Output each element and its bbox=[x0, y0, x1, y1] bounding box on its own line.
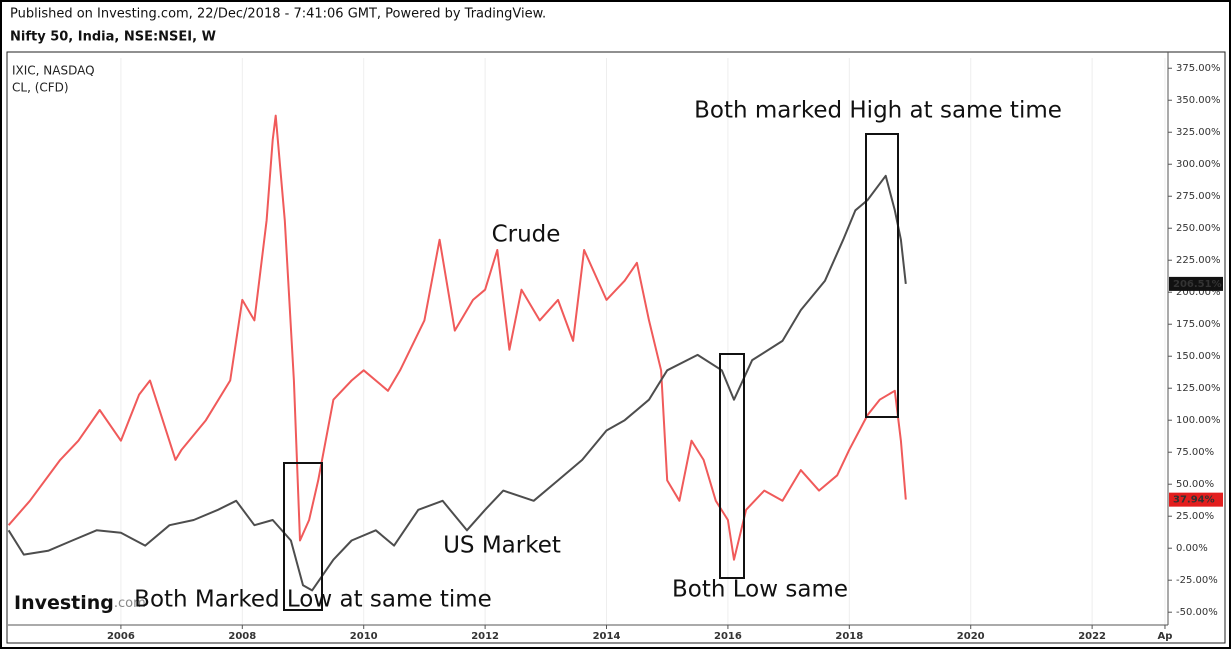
y-tick-label: 25.00% bbox=[1176, 511, 1214, 522]
y-tick-label: 275.00% bbox=[1176, 191, 1221, 202]
published-note: Published on Investing.com, 22/Dec/2018 … bbox=[10, 7, 546, 22]
last-value-label: 37.94% bbox=[1173, 495, 1215, 506]
last-value-box bbox=[1169, 276, 1223, 291]
panel-border bbox=[6, 51, 1226, 644]
y-tick-label: 150.00% bbox=[1176, 351, 1221, 362]
highlight-box bbox=[719, 353, 745, 579]
y-tick-label: 300.00% bbox=[1176, 159, 1221, 170]
x-tick-label: 2008 bbox=[228, 631, 256, 642]
y-tick-label: -50.00% bbox=[1176, 607, 1218, 618]
logo: Investing.com bbox=[14, 592, 146, 614]
y-tick-label: 125.00% bbox=[1176, 383, 1221, 394]
highlight-box bbox=[865, 133, 899, 418]
y-tick-label: 375.00% bbox=[1176, 63, 1221, 74]
x-tick-label: 2018 bbox=[835, 631, 863, 642]
x-tick-label: Ap bbox=[1158, 631, 1173, 642]
y-tick-label: 175.00% bbox=[1176, 319, 1221, 330]
last-value-box bbox=[1169, 492, 1223, 507]
annotation: Both Low same bbox=[672, 577, 848, 603]
annotation: Crude bbox=[492, 222, 561, 248]
y-tick-label: 200.00% bbox=[1176, 287, 1221, 298]
y-tick-label: 100.00% bbox=[1176, 415, 1221, 426]
x-tick-label: 2016 bbox=[714, 631, 742, 642]
x-tick-label: 2022 bbox=[1078, 631, 1106, 642]
annotation: Both marked High at same time bbox=[694, 98, 1062, 124]
logo-suffix: .com bbox=[114, 596, 146, 611]
y-tick-label: -25.00% bbox=[1176, 575, 1218, 586]
y-tick-label: 75.00% bbox=[1176, 447, 1214, 458]
x-tick-label: 2014 bbox=[593, 631, 621, 642]
logo-main: Investing bbox=[14, 592, 114, 614]
legend-entry: CL, (CFD) bbox=[12, 81, 69, 95]
x-tick-label: 2006 bbox=[107, 631, 135, 642]
plot: 2006 2008 2010 2012 2014 2016 2018 2020 2022 Ap -5… bbox=[7, 52, 1223, 642]
chart-title: Nifty 50, India, NSE:NSEI, W bbox=[10, 30, 216, 45]
last-value-label: 206.51% bbox=[1173, 279, 1222, 290]
annotation: Both Marked Low at same time bbox=[134, 587, 492, 613]
y-tick-label: 325.00% bbox=[1176, 127, 1221, 138]
legend-entry: IXIC, NASDAQ bbox=[12, 64, 95, 78]
x-tick-label: 2012 bbox=[471, 631, 499, 642]
x-tick-label: 2010 bbox=[350, 631, 378, 642]
annotation: US Market bbox=[443, 533, 561, 559]
y-tick-label: 225.00% bbox=[1176, 255, 1221, 266]
x-tick-label: 2020 bbox=[957, 631, 985, 642]
y-tick-label: 0.00% bbox=[1176, 543, 1208, 554]
y-tick-label: 250.00% bbox=[1176, 223, 1221, 234]
series-line bbox=[7, 114, 907, 561]
series-line bbox=[7, 174, 907, 592]
y-tick-label: 350.00% bbox=[1176, 95, 1221, 106]
highlight-box bbox=[283, 462, 323, 611]
y-tick-label: 50.00% bbox=[1176, 479, 1214, 490]
